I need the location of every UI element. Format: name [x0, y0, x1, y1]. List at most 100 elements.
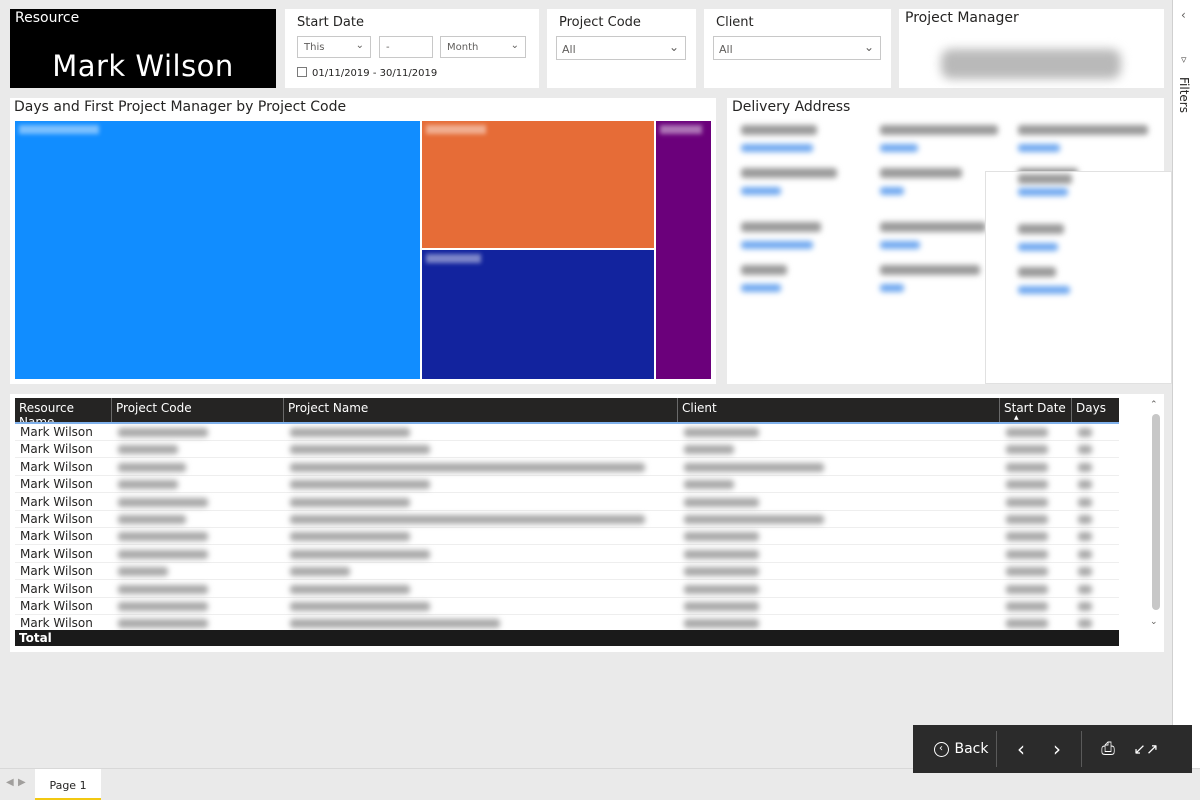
redacted-cell: [1006, 549, 1048, 559]
address-field-redacted: [880, 144, 918, 152]
table-row[interactable]: Mark Wilson: [15, 598, 1119, 615]
table-row[interactable]: Mark Wilson: [15, 581, 1119, 598]
project-code-slicer: Project Code All ⌄: [547, 9, 696, 88]
redacted-cell: [684, 497, 759, 507]
next-page-button[interactable]: ›: [1045, 725, 1069, 773]
redacted-cell: [1006, 428, 1048, 437]
table-row[interactable]: Mark Wilson: [15, 511, 1119, 528]
treemap-tile[interactable]: [656, 121, 711, 379]
resource-value: Mark Wilson: [52, 49, 234, 83]
treemap-tile[interactable]: [422, 121, 654, 248]
filters-pane[interactable]: ‹ ▿ Filters: [1172, 0, 1200, 768]
address-field-redacted: [741, 168, 837, 178]
previous-page-button[interactable]: ‹: [1009, 725, 1033, 773]
scroll-down-icon[interactable]: ⌄: [1150, 617, 1158, 627]
column-header-project-code[interactable]: Project Code: [112, 398, 284, 422]
redacted-cell: [290, 532, 410, 542]
treemap-tile[interactable]: [15, 121, 420, 379]
redacted-cell: [118, 584, 208, 594]
redacted-cell: [118, 445, 178, 455]
filters-label[interactable]: Filters: [1177, 77, 1191, 113]
resource-name-cell: Mark Wilson: [20, 546, 93, 561]
resource-name-cell: Mark Wilson: [20, 616, 93, 631]
resource-name-cell: Mark Wilson: [20, 425, 93, 439]
client-dropdown[interactable]: All ⌄: [713, 36, 881, 60]
redacted-cell: [118, 549, 208, 559]
column-header-start-date[interactable]: Start Date: [1000, 398, 1072, 422]
report-canvas: Resource Mark Wilson Start Date This ⌄ -…: [10, 9, 1172, 652]
next-page-icon[interactable]: ▶: [18, 777, 26, 788]
redacted-cell: [118, 567, 168, 577]
redacted-cell: [118, 462, 186, 472]
table-row[interactable]: Mark Wilson: [15, 528, 1119, 546]
scroll-up-icon[interactable]: ⌃: [1150, 400, 1158, 410]
navigation-bar: ‹ Back ‹ › ⎙ ↙↗: [913, 725, 1192, 773]
period-unit-value: Month: [447, 42, 479, 53]
back-button[interactable]: ‹ Back: [925, 725, 997, 773]
address-field-redacted: [741, 187, 781, 195]
address-field-redacted: [880, 168, 962, 178]
redacted-cell: [684, 602, 759, 611]
column-header-project-name[interactable]: Project Name: [284, 398, 678, 422]
redacted-cell: [118, 602, 208, 611]
resource-name-cell: Mark Wilson: [20, 512, 93, 526]
address-field-redacted: [1018, 267, 1056, 277]
resource-name-cell: Mark Wilson: [20, 581, 93, 596]
redacted-cell: [118, 497, 208, 507]
chevron-left-icon[interactable]: ‹: [1181, 8, 1186, 22]
column-header-days[interactable]: Days: [1076, 401, 1106, 415]
resource-name-cell: Mark Wilson: [20, 494, 93, 509]
redacted-cell: [290, 602, 430, 611]
chevron-down-icon: ⌄: [355, 40, 364, 51]
redacted-cell: [118, 532, 208, 542]
column-header-resource-name[interactable]: Resource Name: [15, 398, 112, 429]
filter-funnel-icon: ▿: [1181, 53, 1187, 66]
table-row[interactable]: Mark Wilson: [15, 441, 1119, 459]
tab-page-1[interactable]: Page 1: [35, 769, 101, 800]
redacted-cell: [1078, 584, 1092, 594]
period-count-input[interactable]: -: [379, 36, 433, 58]
redacted-cell: [290, 584, 410, 594]
chevron-down-icon: ⌄: [510, 40, 519, 51]
resource-card: Resource Mark Wilson: [10, 9, 276, 88]
start-date-title: Start Date: [297, 15, 364, 30]
period-unit-dropdown[interactable]: Month ⌄: [440, 36, 526, 58]
address-field-redacted: [741, 125, 817, 135]
table-row[interactable]: Mark Wilson: [15, 494, 1119, 511]
redacted-cell: [290, 497, 410, 507]
prev-page-icon[interactable]: ◀: [6, 777, 14, 788]
column-header-client[interactable]: Client: [678, 398, 1000, 422]
address-field-redacted: [880, 265, 980, 275]
table-row[interactable]: Mark Wilson: [15, 424, 1119, 441]
relative-mode-dropdown[interactable]: This ⌄: [297, 36, 371, 58]
redacted-cell: [1078, 549, 1092, 559]
redacted-cell: [118, 619, 208, 629]
redacted-cell: [118, 428, 208, 437]
table-row[interactable]: Mark Wilson: [15, 546, 1119, 563]
print-button[interactable]: ⎙: [1095, 725, 1121, 773]
resource-name-cell: Mark Wilson: [20, 529, 93, 544]
table-row[interactable]: Mark Wilson: [15, 563, 1119, 581]
redacted-cell: [1006, 584, 1048, 594]
table-total-row: Total: [15, 630, 1119, 646]
delivery-address-title: Delivery Address: [732, 99, 851, 115]
project-manager-card: Project Manager: [899, 9, 1164, 88]
redacted-cell: [1078, 619, 1092, 629]
client-title: Client: [716, 15, 754, 30]
redacted-cell: [118, 515, 186, 524]
exit-fullscreen-button[interactable]: ↙↗: [1131, 725, 1161, 773]
redacted-cell: [684, 584, 759, 594]
resource-name-cell: Mark Wilson: [20, 564, 93, 579]
assignments-table: Resource Name Project Code Project Name …: [10, 394, 1164, 652]
start-date-slicer: Start Date This ⌄ - Month ⌄ 01/11/2019 -…: [285, 9, 539, 88]
table-scrollbar[interactable]: [1152, 414, 1160, 610]
treemap-tile[interactable]: [422, 250, 654, 379]
redacted-cell: [684, 515, 824, 524]
table-row[interactable]: Mark Wilson: [15, 459, 1119, 476]
redacted-cell: [1078, 428, 1092, 437]
back-label: Back: [954, 741, 989, 757]
table-header: Resource Name Project Code Project Name …: [15, 398, 1119, 429]
treemap-tile-label-redacted: [19, 125, 99, 134]
table-row[interactable]: Mark Wilson: [15, 476, 1119, 494]
project-code-dropdown[interactable]: All ⌄: [556, 36, 686, 60]
